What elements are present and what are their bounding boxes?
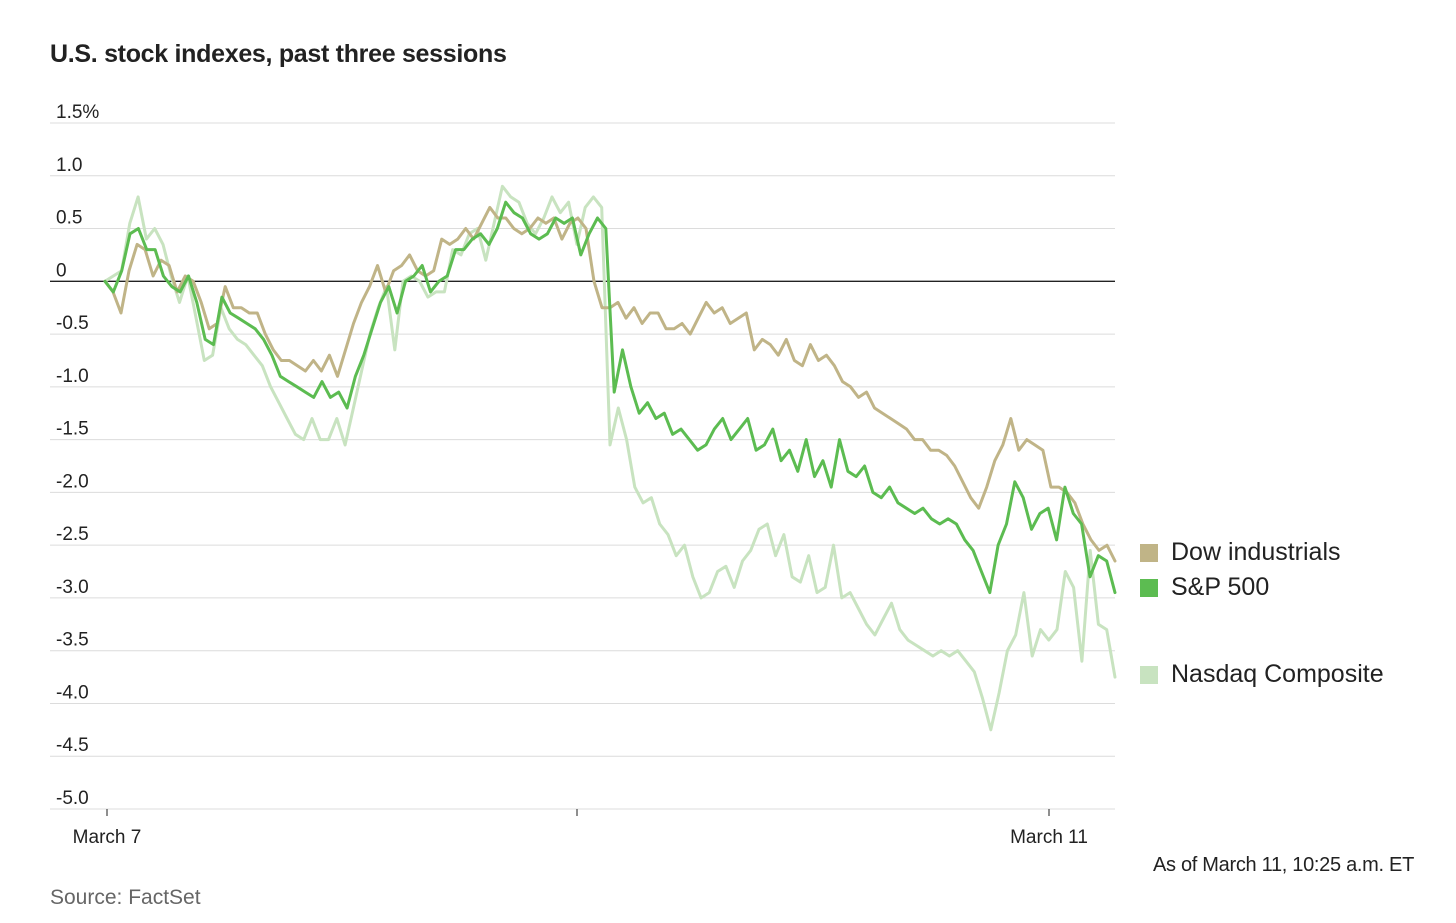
legend-item-dow: Dow industrials [1140,538,1341,567]
x-axis: March 7 March 11 [73,809,1088,848]
y-tick-label: -1.5 [56,419,89,440]
series-lines [103,184,1117,732]
y-tick-label: 0.5 [56,208,82,229]
legend-label-nasdaq: Nasdaq Composite [1171,660,1384,688]
y-tick-label: -4.5 [56,735,89,756]
source-note: Source: FactSet [50,886,201,909]
y-tick-label: -2.0 [56,471,89,492]
legend-label-dow: Dow industrials [1171,538,1341,566]
series-line-s-p-500 [103,200,1117,595]
x-tick-label: March 11 [1010,827,1088,848]
x-tick-label: March 7 [73,827,142,848]
y-tick-label: -3.0 [56,577,89,598]
y-tick-label: -0.5 [56,313,89,334]
legend-item-nasdaq: Nasdaq Composite [1140,660,1384,689]
legend-swatch-nasdaq [1140,665,1158,684]
legend-swatch-sp500 [1140,578,1158,597]
y-tick-label: -3.5 [56,630,89,651]
y-tick-label: 1.5% [56,102,99,123]
chart-title: U.S. stock indexes, past three sessions [50,40,507,68]
series-line-nasdaq-composite [103,184,1117,732]
series-line-dow-industrials [103,205,1117,563]
y-tick-label: -4.0 [56,682,89,703]
legend-item-sp500: S&P 500 [1140,573,1269,602]
y-tick-label: -2.5 [56,524,89,545]
y-tick-label: -1.0 [56,366,89,387]
legend-swatch-dow [1140,543,1158,562]
as-of-note: As of March 11, 10:25 a.m. ET [1152,854,1414,876]
legend-label-sp500: S&P 500 [1171,573,1270,601]
y-tick-label: 0 [56,260,67,281]
gridlines: 1.5% 1.0 0.5 0 -0.5 -1.0 -1.5 -2.0 -2.5 -3.0 -3.5 -… [50,102,1115,810]
y-tick-label: -5.0 [56,788,89,809]
y-tick-label: 1.0 [56,155,82,176]
